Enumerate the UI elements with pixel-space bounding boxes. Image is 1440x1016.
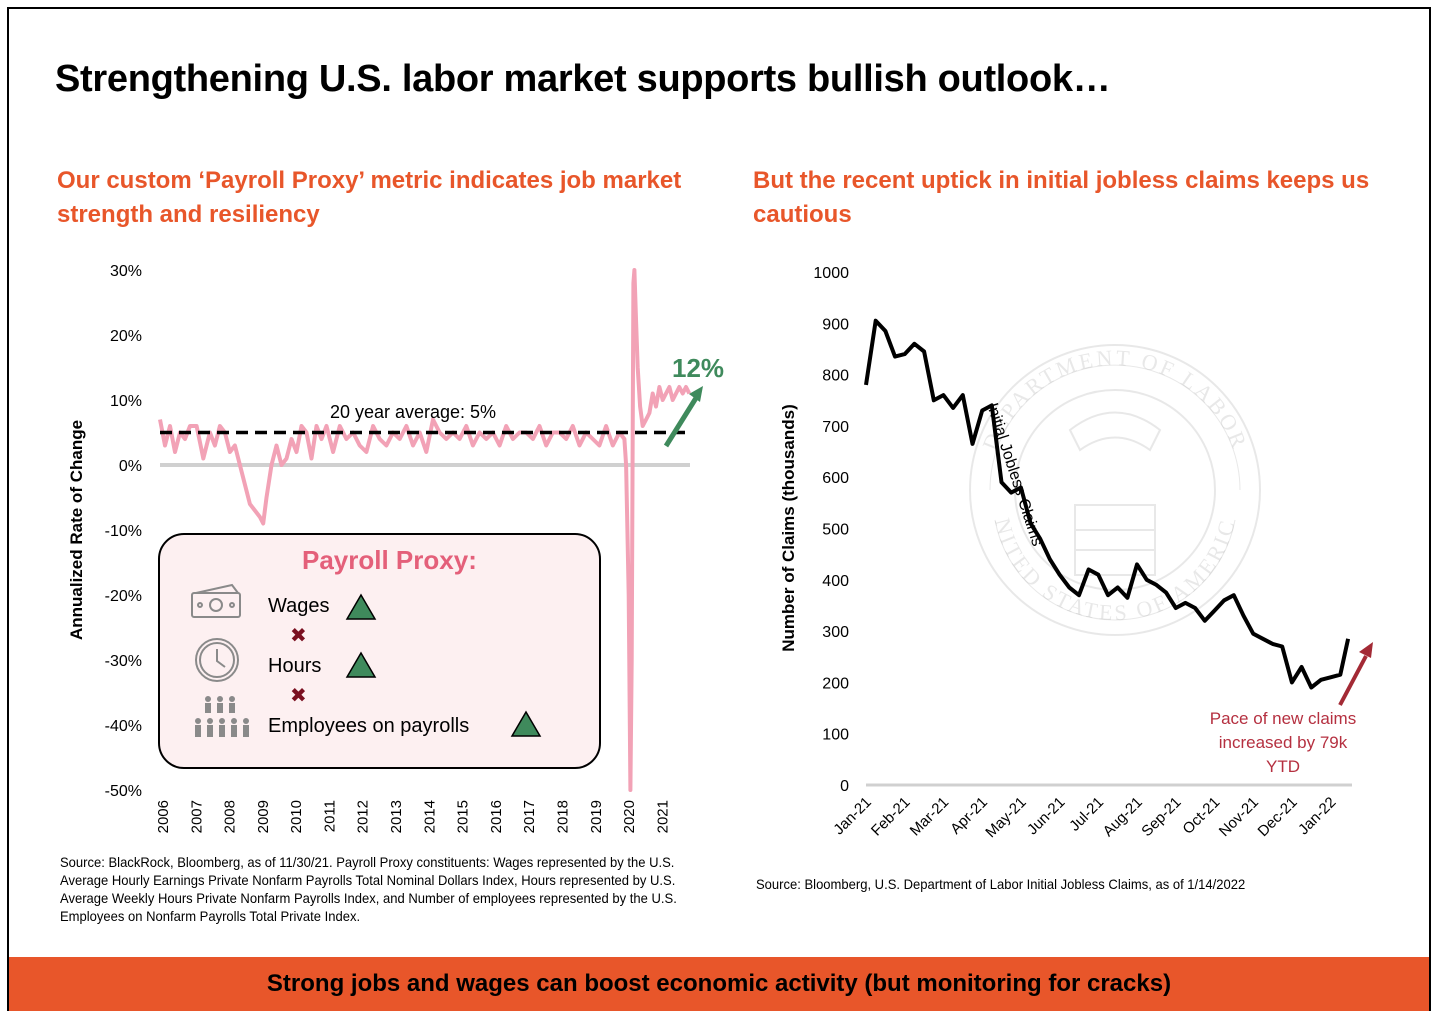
multiply-icon: ✖ [290, 685, 307, 707]
left-y-tick-label: 20% [110, 328, 142, 345]
left-x-tick-label: 2009 [255, 800, 272, 833]
left-y-tick-label: 0% [119, 458, 142, 475]
up-arrow-icon [1338, 642, 1373, 706]
right-source-note: Source: Bloomberg, U.S. Department of La… [756, 876, 1246, 892]
left-y-tick-label: -10% [105, 523, 142, 540]
up-arrow-icon [663, 386, 703, 448]
right-x-tick-label: Jun-21 [1024, 794, 1068, 838]
payroll-proxy-line [158, 268, 692, 792]
right-y-tick-label: 800 [822, 368, 849, 385]
left-x-tick-label: 2010 [288, 800, 305, 833]
right-y-tick-label: 900 [822, 316, 849, 333]
legend-label-hours: Hours [268, 655, 322, 677]
multiply-icon: ✖ [290, 625, 307, 647]
annotation-line: increased by 79k [1219, 733, 1348, 752]
up-triangle-icon [345, 651, 377, 678]
up-triangle-icon [345, 593, 377, 620]
right-x-tick-label: Dec-21 [1255, 794, 1301, 840]
right-y-tick-label: 200 [822, 675, 849, 692]
right-y-tick-label: 500 [822, 522, 849, 539]
left-x-tick-label: 2017 [521, 800, 538, 833]
left-y-tick-label: 10% [110, 393, 142, 410]
left-x-tick-label: 2021 [654, 800, 671, 833]
right-y-tick-label: 100 [822, 727, 849, 744]
left-source-note: Source: BlackRock, Bloomberg, as of 11/3… [60, 854, 677, 924]
left-x-tick-label: 2013 [388, 800, 405, 833]
seal-bottom-text: UNITED STATES OF AMERICA [0, 0, 1237, 625]
left-x-tick-label: 2020 [621, 800, 638, 833]
annotation-line: YTD [1266, 757, 1300, 776]
legend-title: Payroll Proxy: [302, 545, 477, 575]
right-x-tick-label: Mar-21 [907, 794, 953, 840]
left-x-tick-label: 2018 [554, 800, 571, 833]
legend-label-wages: Wages [268, 595, 330, 617]
left-y-tick-label: 30% [110, 263, 142, 280]
right-y-tick-label: 700 [822, 419, 849, 436]
left-x-tick-label: 2007 [188, 800, 205, 833]
left-y-axis-label: Annualized Rate of Change [67, 420, 86, 640]
jobless-claims-line [864, 318, 1351, 690]
right-x-tick-label: Jan-21 [830, 794, 874, 838]
right-y-axis-label: Number of Claims (thousands) [779, 404, 798, 651]
money-icon [191, 583, 241, 618]
right-x-tick-label: Aug-21 [1100, 794, 1146, 840]
right-x-tick-label: Feb-21 [868, 794, 914, 840]
left-subtitle: Our custom ‘Payroll Proxy’ metric indica… [57, 167, 682, 228]
people-icon [195, 696, 249, 737]
legend-label-employees: Employees on payrolls [268, 715, 470, 737]
left-x-tick-label: 2014 [421, 800, 438, 833]
right-x-tick-label: Jan-22 [1295, 794, 1339, 838]
right-x-tick-label: Oct-21 [1179, 794, 1223, 838]
callout-value: 12% [672, 353, 724, 383]
right-y-tick-label: 300 [822, 624, 849, 641]
right-y-tick-label: 600 [822, 470, 849, 487]
left-x-tick-label: 2016 [488, 800, 505, 833]
page-title: Strengthening U.S. labor market supports… [55, 58, 1111, 100]
left-x-tick-label: 2015 [455, 800, 472, 833]
annotation-line: Pace of new claims [1210, 709, 1356, 728]
left-x-tick-label: 2011 [321, 800, 338, 832]
average-label: 20 year average: 5% [330, 402, 496, 422]
right-y-tick-label: 1000 [813, 265, 849, 282]
clock-icon [195, 638, 239, 682]
up-triangle-icon [510, 710, 542, 737]
left-y-tick-label: -20% [105, 588, 142, 605]
left-y-tick-label: -50% [105, 783, 142, 800]
left-x-tick-label: 2006 [155, 800, 172, 833]
claims-annotation: Pace of new claims increased by 79k YTD [1210, 709, 1356, 776]
right-y-tick-label: 0 [840, 778, 849, 795]
right-x-tick-label: Nov-21 [1216, 794, 1262, 840]
right-y-tick-label: 400 [822, 573, 849, 590]
payroll-proxy-legend: Payroll Proxy: Wages ✖ Hours ✖ [158, 533, 601, 769]
left-y-tick-label: -30% [105, 653, 142, 670]
bottom-banner: Strong jobs and wages can boost economic… [9, 957, 1429, 1011]
left-y-tick-label: -40% [105, 718, 142, 735]
left-x-tick-label: 2019 [588, 800, 605, 833]
right-x-tick-label: Sep-21 [1138, 794, 1184, 840]
right-x-tick-label: May-21 [982, 794, 1029, 841]
right-subtitle: But the recent uptick in initial jobless… [753, 167, 1370, 228]
left-x-tick-label: 2012 [355, 800, 372, 833]
left-x-tick-label: 2008 [222, 800, 239, 833]
